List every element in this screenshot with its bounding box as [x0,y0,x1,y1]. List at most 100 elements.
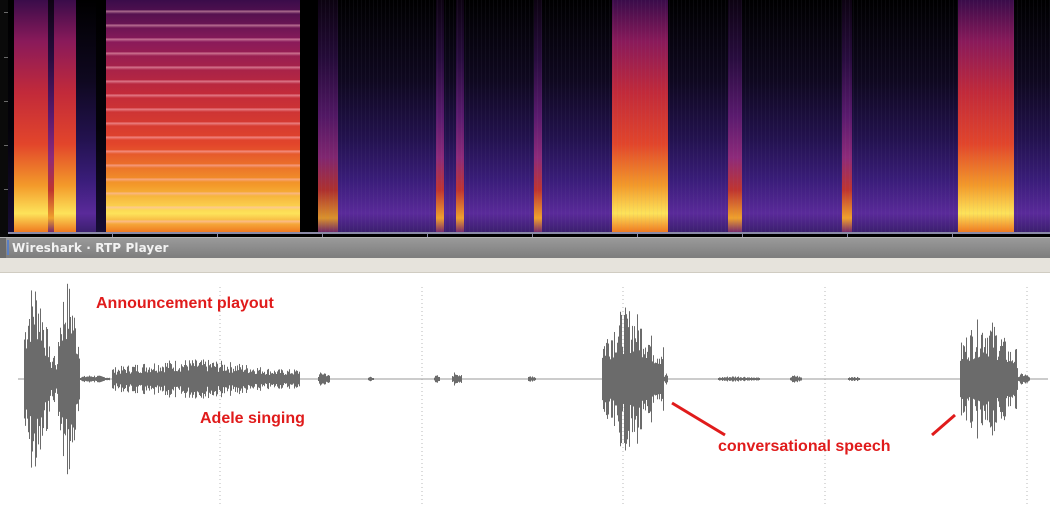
waveform-sample [298,373,299,385]
waveform-sample [652,361,653,397]
waveform-sample [174,371,175,387]
waveform-sample [961,342,962,416]
waveform-sample [49,346,50,412]
waveform-sample [656,362,657,396]
waveform-sample [42,322,43,436]
waveform-sample [981,334,982,424]
waveform-sample [369,377,370,381]
waveform-sample [57,364,58,394]
waveform-sample [655,362,656,396]
waveform-sample [1017,368,1018,390]
waveform-sample [1005,341,1006,417]
waveform-sample [265,374,266,384]
waveform-sample [997,360,998,398]
waveform-sample [273,373,274,385]
waveform-sample [95,377,96,381]
waveform-sample [269,374,270,384]
waveform-sample [196,360,197,398]
waveform-sample [173,367,174,391]
waveform-sample [461,375,462,383]
waveform-sample [135,364,136,394]
waveform-sample [295,371,296,387]
waveform-sample [189,360,190,398]
axis-tick [427,234,428,237]
waveform-sample [261,373,262,385]
waveform-sample [965,351,966,407]
waveform-sample [995,335,996,423]
waveform-sample [731,377,732,381]
waveform-sample [222,364,223,394]
waveform-sample [858,377,859,381]
waveform-sample [84,375,85,383]
waveform-sample [225,370,226,388]
waveform-sample [221,360,222,398]
waveform-sample [998,356,999,402]
waveform-sample [982,332,983,426]
waveform-sample [986,353,987,405]
axis-tick [532,234,533,237]
waveform-sample [26,348,27,410]
waveform-sample [185,360,186,398]
waveform-sample [283,372,284,386]
waveform-sample [169,360,170,398]
waveform-sample [962,359,963,399]
window-title-bar[interactable]: Wireshark · RTP Player [0,237,1050,258]
waveform-sample [217,363,218,395]
waveform-sample [849,377,850,381]
waveform-sample [192,360,193,398]
waveform-sample [1028,376,1029,382]
title-bar-edge [0,238,6,258]
waveform-sample [126,372,127,386]
waveform-sample [37,339,38,419]
waveform-sample [622,346,623,412]
waveform-sample [60,327,61,431]
waveform-sample [614,331,615,427]
waveform-sample [259,369,260,389]
waveform-sample [193,363,194,395]
waveform-sample [206,366,207,392]
waveform-sample [657,358,658,400]
waveform-sample [73,330,74,428]
waveform-sample [750,378,751,380]
waveform-sample [983,352,984,406]
waveform-sample [727,376,728,382]
waveform-sample [666,373,667,385]
spectrogram-burst [456,0,464,232]
waveform-sample [106,377,107,381]
waveform-sample [984,347,985,411]
waveform-sample [140,372,141,386]
waveform-sample [966,337,967,421]
waveform-sample [534,377,535,381]
waveform-sample [211,367,212,391]
waveform-sample [854,376,855,382]
waveform-sample [63,301,64,457]
waveform-sample [153,369,154,389]
waveform-sample [40,308,41,450]
waveform-sample [619,325,620,433]
waveform-sample [98,375,99,383]
waveform-sample [371,377,372,381]
waveform-sample [271,373,272,385]
waveform-sample [75,328,76,430]
waveform-sample [654,363,655,395]
waveform-sample [319,374,320,384]
waveform-sample [108,378,109,380]
waveform-sample [248,373,249,385]
waveform-sample [240,367,241,391]
waveform-sample [643,348,644,410]
waveform-sample [51,367,52,391]
waveform-sample [749,377,750,381]
waveform-sample [31,290,32,468]
waveform-sample [644,354,645,404]
waveform-sample [251,371,252,387]
axis-tick [952,234,953,237]
waveform-sample [797,375,798,383]
waveform-sample [791,377,792,381]
waveform-sample [200,361,201,397]
waveform-sample [604,346,605,412]
spectrogram-burst [534,0,542,232]
waveform-sample [729,377,730,381]
waveform-sample [1025,374,1026,384]
waveform-sample [994,326,995,432]
waveform-sample [127,366,128,392]
